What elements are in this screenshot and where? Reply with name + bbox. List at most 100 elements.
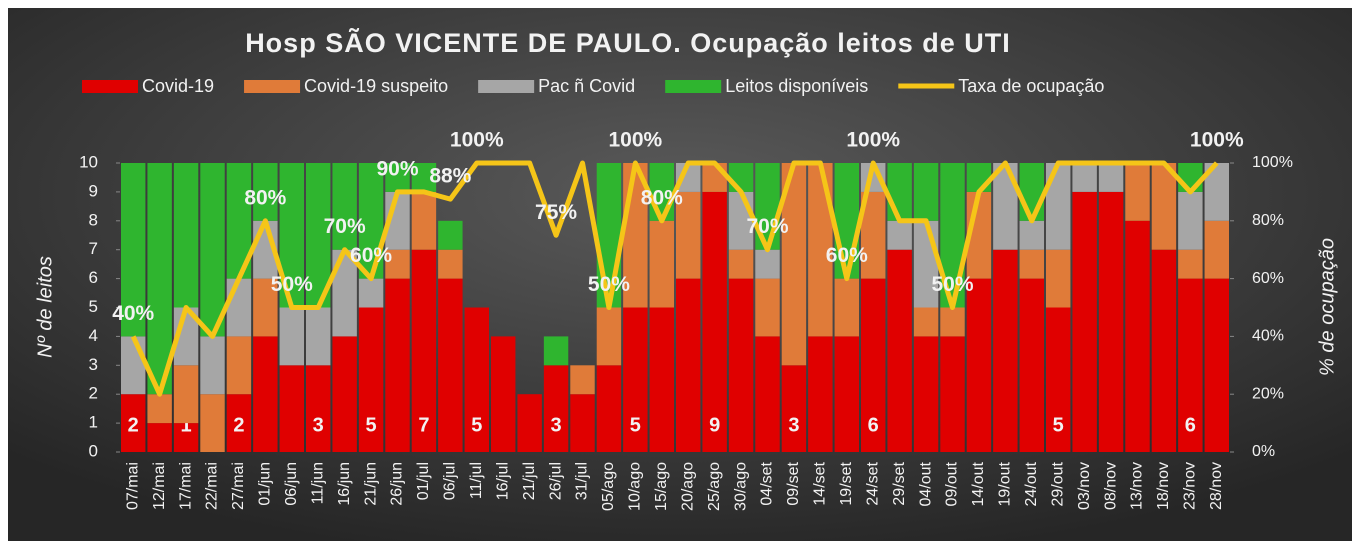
y-tick-label: 10 — [79, 152, 98, 171]
bar-segment — [385, 163, 410, 192]
bar-segment — [491, 336, 516, 452]
y-tick-label: 6 — [89, 268, 98, 287]
x-tick-label: 11/jun — [309, 462, 326, 504]
y2-tick-label: 0% — [1252, 443, 1275, 460]
y2-tick-label: 20% — [1252, 385, 1284, 402]
bar-segment — [173, 365, 199, 424]
data-label: 3 — [313, 414, 324, 436]
legend-label: Taxa de ocupação — [958, 76, 1104, 96]
bar-segment — [1072, 191, 1097, 452]
line-label: 80% — [244, 186, 286, 209]
bar-segment — [226, 336, 252, 395]
x-tick-label: 20/ago — [679, 462, 696, 511]
bar-segment — [1046, 249, 1071, 308]
x-tick-label: 28/nov — [1208, 462, 1225, 510]
bar-segment — [306, 163, 331, 308]
bar-segment — [332, 336, 357, 452]
line-label: 50% — [931, 273, 973, 296]
x-tick-label: 09/out — [944, 461, 961, 506]
bar-segment — [676, 278, 701, 452]
legend-label: Pac ñ Covid — [538, 76, 635, 96]
data-label: 5 — [1053, 414, 1064, 436]
y-tick-label: 3 — [89, 355, 98, 374]
bar-segment — [728, 249, 754, 279]
x-tick-label: 01/jun — [257, 462, 274, 506]
data-label: 5 — [630, 414, 641, 436]
bar-segment — [1019, 278, 1044, 452]
bar-segment — [1151, 163, 1177, 250]
line-label: 100% — [450, 129, 504, 152]
y2-tick-label: 40% — [1252, 328, 1284, 345]
bar-segment — [253, 163, 278, 221]
bar-segment — [702, 163, 727, 192]
bar-segment — [596, 163, 622, 308]
x-tick-label: 04/set — [759, 461, 776, 505]
data-label: 3 — [788, 414, 799, 436]
legend-swatch — [82, 80, 138, 93]
line-label: 70% — [746, 215, 788, 238]
bar-segment — [940, 336, 965, 452]
data-label: 2 — [128, 414, 139, 436]
x-tick-label: 12/mai — [151, 462, 168, 510]
line-label: 50% — [271, 273, 313, 296]
data-label: 6 — [868, 414, 879, 436]
data-label: 5 — [366, 414, 377, 436]
bar-segment — [385, 278, 410, 452]
bar-segment — [438, 249, 463, 279]
y-tick-label: 8 — [89, 210, 98, 229]
x-tick-label: 11/jul — [468, 462, 485, 499]
legend-swatch — [665, 80, 722, 93]
line-label: 60% — [350, 244, 392, 267]
bar-segment — [887, 249, 912, 452]
x-tick-label: 10/ago — [627, 462, 644, 511]
line-label: 40% — [112, 302, 154, 325]
bar-segment — [728, 278, 754, 452]
bar-segment — [1046, 307, 1071, 452]
line-label: 100% — [846, 129, 900, 152]
bar-segment — [1019, 220, 1044, 250]
bar-segment — [1098, 163, 1124, 192]
data-label: 5 — [471, 414, 482, 436]
x-tick-label: 21/jul — [521, 462, 538, 500]
y2-tick-label: 80% — [1252, 212, 1284, 229]
y-tick-label: 9 — [89, 181, 98, 200]
chart-title: Hosp SÃO VICENTE DE PAULO. Ocupação leit… — [245, 27, 1011, 58]
x-tick-label: 19/set — [838, 461, 855, 505]
x-tick-label: 07/mai — [124, 462, 141, 510]
bar-segment — [200, 163, 225, 337]
x-tick-label: 26/jun — [389, 462, 406, 506]
bar-segment — [438, 278, 463, 452]
bar-segment — [1098, 191, 1124, 452]
bar-segment — [517, 394, 542, 452]
x-tick-label: 06/jun — [283, 462, 300, 506]
bar-segment — [1125, 163, 1150, 221]
bar-segment — [121, 394, 146, 452]
bar-segment — [649, 220, 674, 308]
bar-segment — [913, 307, 939, 337]
line-label: 90% — [376, 157, 418, 180]
bar-segment — [411, 191, 437, 250]
bar-segment — [728, 191, 754, 250]
bar-segment — [834, 163, 859, 279]
y2-axis-label: % de ocupação — [1316, 238, 1338, 376]
bar-segment — [913, 336, 939, 452]
bar-segment — [570, 394, 595, 452]
y-tick-label: 4 — [89, 326, 98, 345]
line-label: 50% — [588, 273, 630, 296]
bar-segment — [147, 163, 172, 395]
bar-segment — [1178, 249, 1203, 279]
x-tick-label: 25/ago — [706, 462, 723, 511]
bar-segment — [702, 191, 727, 452]
bar-segment — [887, 163, 912, 221]
x-tick-label: 14/out — [970, 461, 987, 506]
bar-segment — [570, 365, 595, 395]
bar-segment — [385, 249, 410, 279]
x-tick-label: 15/ago — [653, 462, 670, 511]
line-label: 100% — [608, 129, 662, 152]
bar-segment — [834, 336, 859, 452]
x-tick-label: 09/set — [785, 461, 802, 505]
x-tick-label: 24/set — [864, 461, 881, 505]
bar-segment — [358, 307, 384, 452]
bar-segment — [200, 394, 225, 452]
bar-segment — [728, 163, 754, 192]
